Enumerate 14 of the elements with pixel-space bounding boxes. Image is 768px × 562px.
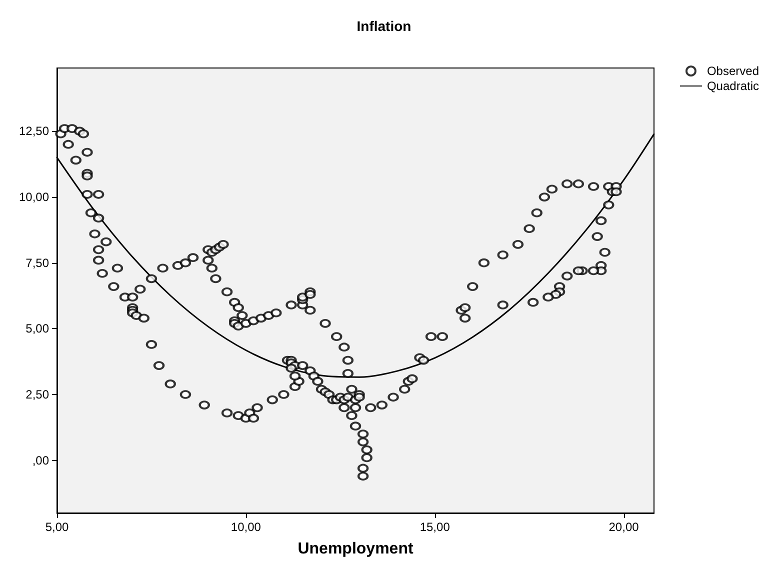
y-tick-label: ,00 <box>32 453 50 468</box>
x-axis-title: Unemployment <box>298 540 414 558</box>
y-tick-label: 7,50 <box>26 256 50 270</box>
y-tick-label: 2,50 <box>26 388 50 402</box>
x-tick-label: 5,00 <box>45 520 69 534</box>
y-tick-label: 12,50 <box>18 124 50 138</box>
legend-label: Observed <box>706 64 760 78</box>
x-tick-label: 20,00 <box>608 520 640 534</box>
x-tick-label: 10,00 <box>230 520 262 534</box>
y-tick-label: 10,00 <box>18 190 50 204</box>
y-tick-label: 5,00 <box>26 322 50 336</box>
legend-label: Quadratic <box>706 79 760 93</box>
chart-title: Inflation <box>356 18 412 34</box>
x-tick-label: 15,00 <box>420 520 450 534</box>
